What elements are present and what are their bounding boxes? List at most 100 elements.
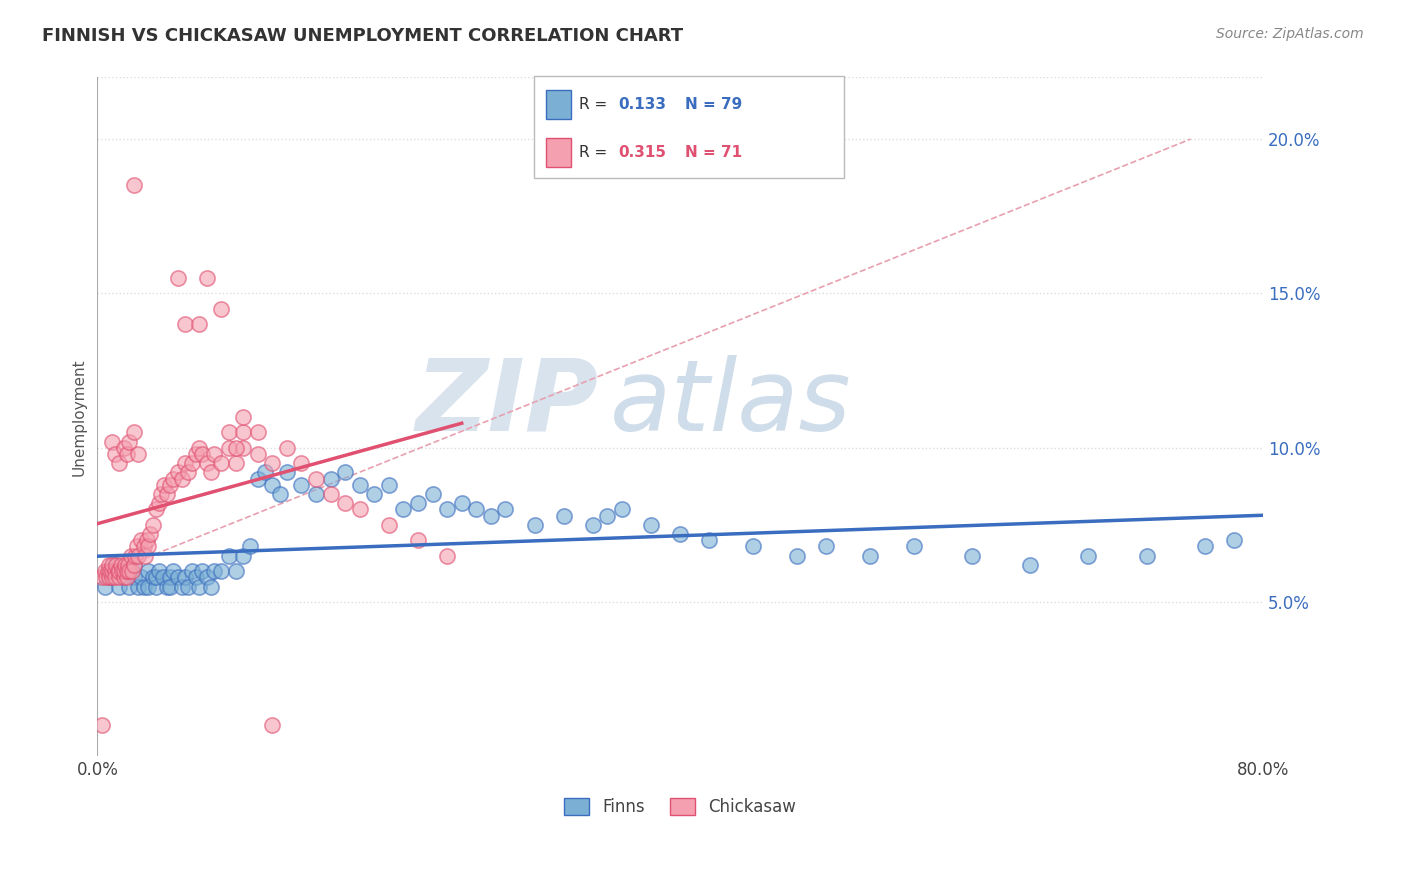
Point <box>135 533 157 548</box>
Point <box>596 508 619 523</box>
Point <box>200 466 222 480</box>
Point <box>450 496 472 510</box>
Point <box>349 502 371 516</box>
Point <box>859 549 882 563</box>
Point <box>93 564 115 578</box>
Point <box>232 425 254 440</box>
Point <box>553 508 575 523</box>
Point <box>101 570 124 584</box>
Point <box>166 466 188 480</box>
Point <box>262 477 284 491</box>
Point <box>699 533 721 548</box>
Text: atlas: atlas <box>610 355 852 451</box>
Point <box>239 540 262 554</box>
Point <box>246 425 269 440</box>
Text: R =: R = <box>579 145 613 161</box>
Point <box>148 564 170 578</box>
Point <box>101 564 124 578</box>
Point <box>162 564 184 578</box>
Point <box>122 425 145 440</box>
Point <box>290 456 312 470</box>
Point <box>98 558 121 572</box>
Point <box>173 318 195 332</box>
Point <box>120 549 142 563</box>
Point <box>145 580 167 594</box>
Point <box>90 718 112 732</box>
Point <box>96 564 118 578</box>
Point <box>276 441 298 455</box>
Point <box>115 564 138 578</box>
Point <box>166 570 188 584</box>
Point <box>218 425 240 440</box>
Point <box>101 434 124 449</box>
Point <box>246 472 269 486</box>
Point <box>127 580 149 594</box>
Point <box>186 570 208 584</box>
Point <box>93 580 115 594</box>
Point <box>105 558 128 572</box>
Point <box>262 456 284 470</box>
Point <box>406 496 429 510</box>
Point <box>138 580 160 594</box>
Y-axis label: Unemployment: Unemployment <box>72 358 86 475</box>
Point <box>94 570 117 584</box>
Point <box>177 580 200 594</box>
Point <box>218 441 240 455</box>
Point <box>108 570 131 584</box>
Point <box>209 301 232 316</box>
Point <box>188 580 211 594</box>
Point <box>139 527 162 541</box>
Point <box>903 540 925 554</box>
Point <box>156 487 179 501</box>
Point <box>200 580 222 594</box>
Point <box>436 549 458 563</box>
Point <box>101 558 124 572</box>
Point <box>582 517 605 532</box>
Point <box>173 570 195 584</box>
Point <box>129 533 152 548</box>
Text: 0.133: 0.133 <box>619 97 666 112</box>
Point <box>269 487 291 501</box>
Point <box>159 570 181 584</box>
Point <box>108 564 131 578</box>
Text: N = 79: N = 79 <box>685 97 742 112</box>
Point <box>181 564 204 578</box>
Point <box>98 570 121 584</box>
Point <box>333 496 356 510</box>
Point <box>145 570 167 584</box>
Point <box>132 580 155 594</box>
Point <box>815 540 838 554</box>
Point <box>159 477 181 491</box>
Text: 0.315: 0.315 <box>619 145 666 161</box>
Point <box>253 466 276 480</box>
Point <box>177 466 200 480</box>
Point <box>479 508 502 523</box>
Point <box>98 570 121 584</box>
Point <box>669 527 692 541</box>
Point <box>202 447 225 461</box>
Point <box>112 570 135 584</box>
Text: Source: ZipAtlas.com: Source: ZipAtlas.com <box>1216 27 1364 41</box>
Point <box>232 409 254 424</box>
Point <box>188 318 211 332</box>
Point <box>494 502 516 516</box>
Point <box>786 549 808 563</box>
Point <box>333 466 356 480</box>
Point <box>122 558 145 572</box>
Point <box>104 564 127 578</box>
Point <box>173 456 195 470</box>
Point <box>148 496 170 510</box>
Point <box>363 487 385 501</box>
Point <box>112 441 135 455</box>
Point <box>138 564 160 578</box>
Point <box>225 441 247 455</box>
Point <box>112 564 135 578</box>
Point <box>156 580 179 594</box>
Point <box>122 558 145 572</box>
Point <box>349 477 371 491</box>
Point <box>202 564 225 578</box>
Text: ZIP: ZIP <box>416 355 599 451</box>
Point <box>232 441 254 455</box>
Point <box>142 570 165 584</box>
Text: N = 71: N = 71 <box>685 145 742 161</box>
